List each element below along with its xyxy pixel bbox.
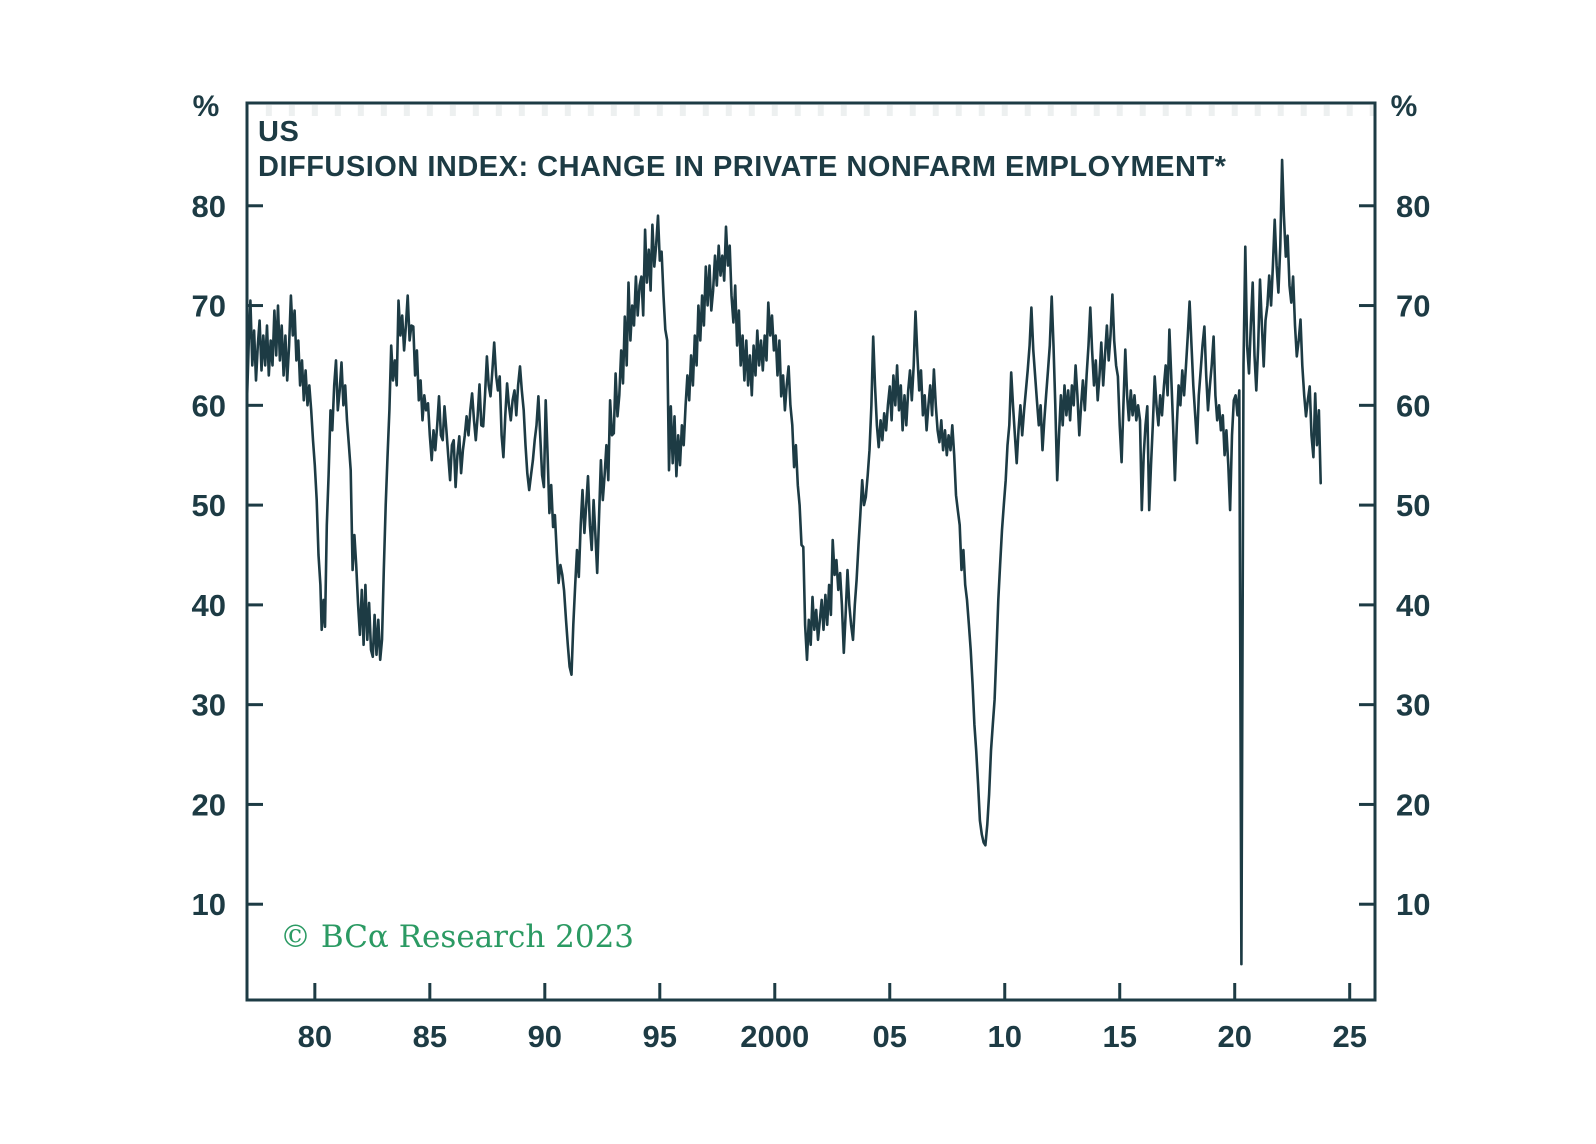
y-axis-unit-left: % [193,90,220,123]
y-tick-label-left: 20 [192,787,226,822]
x-tick-label: 15 [1102,1019,1136,1054]
y-tick-label-right: 40 [1396,588,1430,623]
x-tick-label: 95 [643,1019,677,1054]
y-tick-label-left: 40 [192,588,226,623]
y-tick-label-right: 70 [1396,289,1430,324]
y-tick-label-left: 10 [192,887,226,922]
y-tick-label-left: 30 [192,688,226,723]
x-tick-label: 90 [528,1019,562,1054]
x-tick-label: 10 [988,1019,1022,1054]
y-tick-label-left: 80 [192,189,226,224]
data-line [245,158,1322,966]
y-tick-label-right: 50 [1396,488,1430,523]
x-tick-label: 2000 [740,1019,809,1054]
y-tick-label-right: 60 [1396,388,1430,423]
x-tick-label: 20 [1217,1019,1251,1054]
chart-title-line1: US [258,116,299,148]
copyright-notice: © BCα Research 2023 [280,919,634,955]
x-tick-label: 80 [298,1019,332,1054]
y-tick-label-right: 20 [1396,787,1430,822]
x-tick-label: 85 [413,1019,447,1054]
chart-title-line2: DIFFUSION INDEX: CHANGE IN PRIVATE NONFA… [258,151,1227,183]
y-tick-label-right: 30 [1396,688,1430,723]
y-tick-label-left: 60 [192,388,226,423]
y-tick-label-left: 70 [192,289,226,324]
y-axis-unit-right: % [1391,90,1418,123]
x-tick-label: 25 [1332,1019,1366,1054]
y-tick-label-right: 80 [1396,189,1430,224]
y-tick-label-left: 50 [192,488,226,523]
y-tick-label-right: 10 [1396,887,1430,922]
x-tick-label: 05 [873,1019,907,1054]
plot-border [245,101,1377,1002]
